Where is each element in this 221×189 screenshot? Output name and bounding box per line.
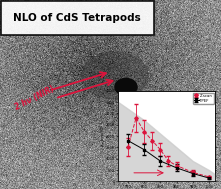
Ellipse shape xyxy=(115,78,137,95)
FancyBboxPatch shape xyxy=(1,1,154,35)
Legend: Z-scan, TPEF: Z-scan, TPEF xyxy=(193,93,213,104)
Text: 2 hν (NIR): 2 hν (NIR) xyxy=(13,84,56,112)
Y-axis label: β₂ (cm/W): β₂ (cm/W) xyxy=(101,126,105,146)
Text: NLO of CdS Tetrapods: NLO of CdS Tetrapods xyxy=(13,13,141,23)
Ellipse shape xyxy=(82,52,148,99)
